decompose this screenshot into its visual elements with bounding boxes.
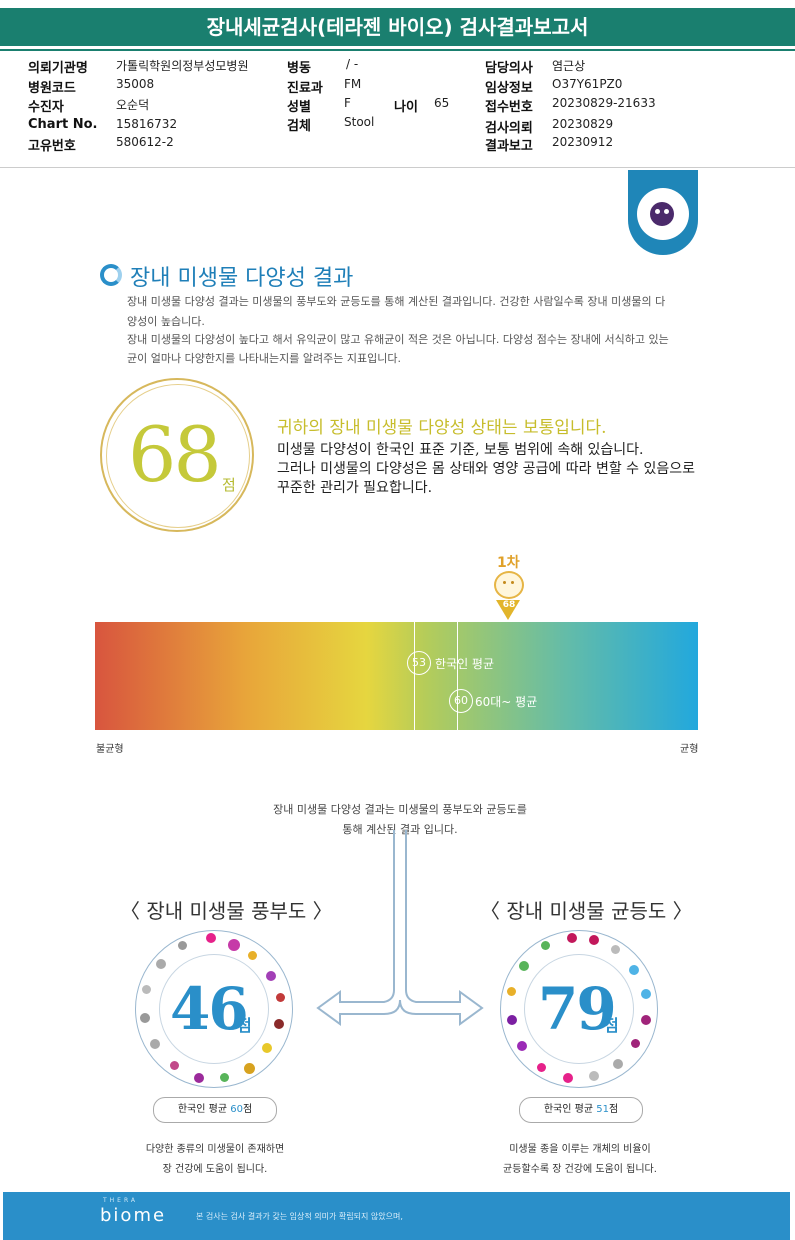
desc-line-1: 장내 미생물 다양성 결과는 미생물의 풍부도와 균등도를 통해 계산된 결과입…: [127, 295, 666, 308]
status-line-3: 꾸준한 관리가 필요합니다.: [277, 480, 433, 496]
report-title: 장내세균검사(테라젠 바이오) 검사결과보고서: [0, 8, 795, 46]
richness-ring: [135, 930, 293, 1088]
value-hospital: 가톨릭학원의정부성모병원: [116, 59, 249, 73]
value-ward: / -: [346, 57, 359, 71]
score-ring-inner: [106, 384, 250, 528]
korean-avg-line: [414, 622, 415, 730]
value-patient: 오순덕: [116, 98, 150, 112]
richness-desc: 다양한 종류의 미생물이 존재하면 장 건강에 도움이 됩니다.: [115, 1140, 315, 1180]
label-department: 진료과: [287, 81, 323, 96]
evenness-avg-prefix: 한국인 평균: [543, 1104, 597, 1115]
evenness-desc-1: 미생물 종을 이루는 개체의 비율이: [509, 1144, 651, 1155]
label-ward: 병동: [287, 61, 311, 76]
explain-text: 장내 미생물 다양성 결과는 미생물의 풍부도와 균등도를 통해 계산된 결과 …: [250, 800, 550, 840]
richness-inner: [159, 954, 269, 1064]
marker-value: 68: [502, 600, 516, 610]
korean-avg-value: 53: [407, 651, 431, 675]
evenness-inner: [524, 954, 634, 1064]
richness-avg-prefix: 한국인 평균: [177, 1104, 231, 1115]
label-specimen: 검체: [287, 119, 311, 134]
section-ring-icon: [100, 264, 122, 286]
diversity-scale-bar: [95, 622, 698, 730]
desc-line-2: 양성이 높습니다.: [127, 315, 205, 328]
label-age: 나이: [394, 100, 418, 115]
value-specimen: Stool: [344, 115, 375, 129]
evenness-score: 79: [538, 975, 617, 1043]
label-clinical-info: 임상정보: [485, 81, 533, 96]
value-clinical-info: O37Y61PZ0: [552, 77, 623, 91]
age-avg-value: 60: [449, 689, 473, 713]
patient-info-header: 의뢰기관명 가톨릭학원의정부성모병원 병원코드 35008 수진자 오순덕 Ch…: [0, 49, 795, 168]
korean-avg-label: 한국인 평균: [435, 657, 495, 671]
scale-right-label: 균형: [680, 744, 699, 755]
value-request-date: 20230829: [552, 117, 614, 131]
status-heading: 귀하의 장내 미생물 다양성 상태는 보통입니다.: [277, 418, 607, 438]
evenness-unit: 점: [604, 1016, 619, 1035]
value-doctor: 염근상: [552, 59, 586, 73]
footer-note: 본 검사는 검사 결과가 갖는 임상적 의미가 확립되지 않았으며,: [196, 1212, 403, 1221]
richness-avg-pill: 한국인 평균 60점: [153, 1097, 277, 1123]
label-hospital-code: 병원코드: [28, 81, 76, 96]
richness-desc-2: 장 건강에 도움이 됩니다.: [162, 1164, 268, 1175]
status-line-2: 그러나 미생물의 다양성은 몸 상태와 영양 공급에 따라 변할 수 있음으로: [277, 461, 696, 477]
explain-line-2: 통해 계산된 결과 입니다.: [342, 823, 458, 836]
evenness-desc: 미생물 종을 이루는 개체의 비율이 균등할수록 장 건강에 도움이 됩니다.: [480, 1140, 680, 1180]
status-line-1: 미생물 다양성이 한국인 표준 기준, 보통 범위에 속해 있습니다.: [277, 442, 644, 458]
evenness-desc-2: 균등할수록 장 건강에 도움이 됩니다.: [503, 1164, 657, 1175]
label-hospital: 의뢰기관명: [28, 61, 88, 76]
label-chart-no: Chart No.: [28, 117, 98, 132]
richness-desc-1: 다양한 종류의 미생물이 존재하면: [145, 1144, 285, 1155]
label-report-date: 결과보고: [485, 139, 533, 154]
value-department: FM: [344, 77, 362, 91]
richness-avg-value: 60: [230, 1104, 243, 1115]
smile-face-icon: [494, 571, 524, 599]
microbe-icon: [650, 202, 674, 226]
explain-line-1: 장내 미생물 다양성 결과는 미생물의 풍부도와 균등도를: [273, 803, 527, 816]
marker-triangle-icon: [496, 600, 520, 620]
value-age: 65: [434, 96, 450, 110]
desc-line-3: 장내 미생물의 다양성이 높다고 해서 유익균이 많고 유해균이 적은 것은 아…: [127, 333, 669, 346]
value-sex: F: [344, 96, 351, 110]
desc-line-4: 균이 얼마나 다양한지를 나타내는지를 알려주는 지표입니다.: [127, 352, 401, 365]
label-request-date: 검사의뢰: [485, 121, 533, 136]
label-receipt-no: 접수번호: [485, 100, 533, 115]
evenness-avg-value: 51: [596, 1104, 609, 1115]
section-title: 장내 미생물 다양성 결과: [130, 266, 354, 291]
value-receipt-no: 20230829-21633: [552, 96, 656, 110]
value-report-date: 20230912: [552, 135, 614, 149]
richness-score: 46: [170, 975, 249, 1043]
footer-logo: biome: [100, 1205, 167, 1226]
split-arrow-icon: [316, 830, 484, 1026]
evenness-ring: [500, 930, 658, 1088]
age-avg-line: [457, 622, 458, 730]
score-ring: [100, 378, 254, 532]
label-patient: 수진자: [28, 100, 64, 115]
footer-logo-small: THERA: [103, 1197, 138, 1204]
marker-label: 1차: [497, 555, 520, 571]
evenness-avg-suffix: 점: [608, 1104, 619, 1115]
evenness-avg-pill: 한국인 평균 51점: [519, 1097, 643, 1123]
evenness-title: 〈 장내 미생물 균등도 〉: [480, 899, 693, 923]
value-hospital-code: 35008: [116, 77, 155, 91]
diversity-score: 68: [128, 410, 222, 499]
value-chart-no: 15816732: [116, 117, 178, 131]
footer-bar: [3, 1192, 790, 1240]
richness-unit: 점: [237, 1016, 252, 1035]
scale-left-label: 불균형: [96, 744, 124, 755]
diversity-score-unit: 점: [222, 476, 236, 494]
label-doctor: 담당의사: [485, 61, 533, 76]
richness-title: 〈 장내 미생물 풍부도 〉: [120, 899, 333, 923]
age-avg-label: 60대~ 평균: [475, 695, 538, 709]
value-unique-no: 580612-2: [116, 135, 174, 149]
richness-avg-suffix: 점: [242, 1104, 253, 1115]
label-unique-no: 고유번호: [28, 139, 76, 154]
label-sex: 성별: [287, 100, 311, 115]
